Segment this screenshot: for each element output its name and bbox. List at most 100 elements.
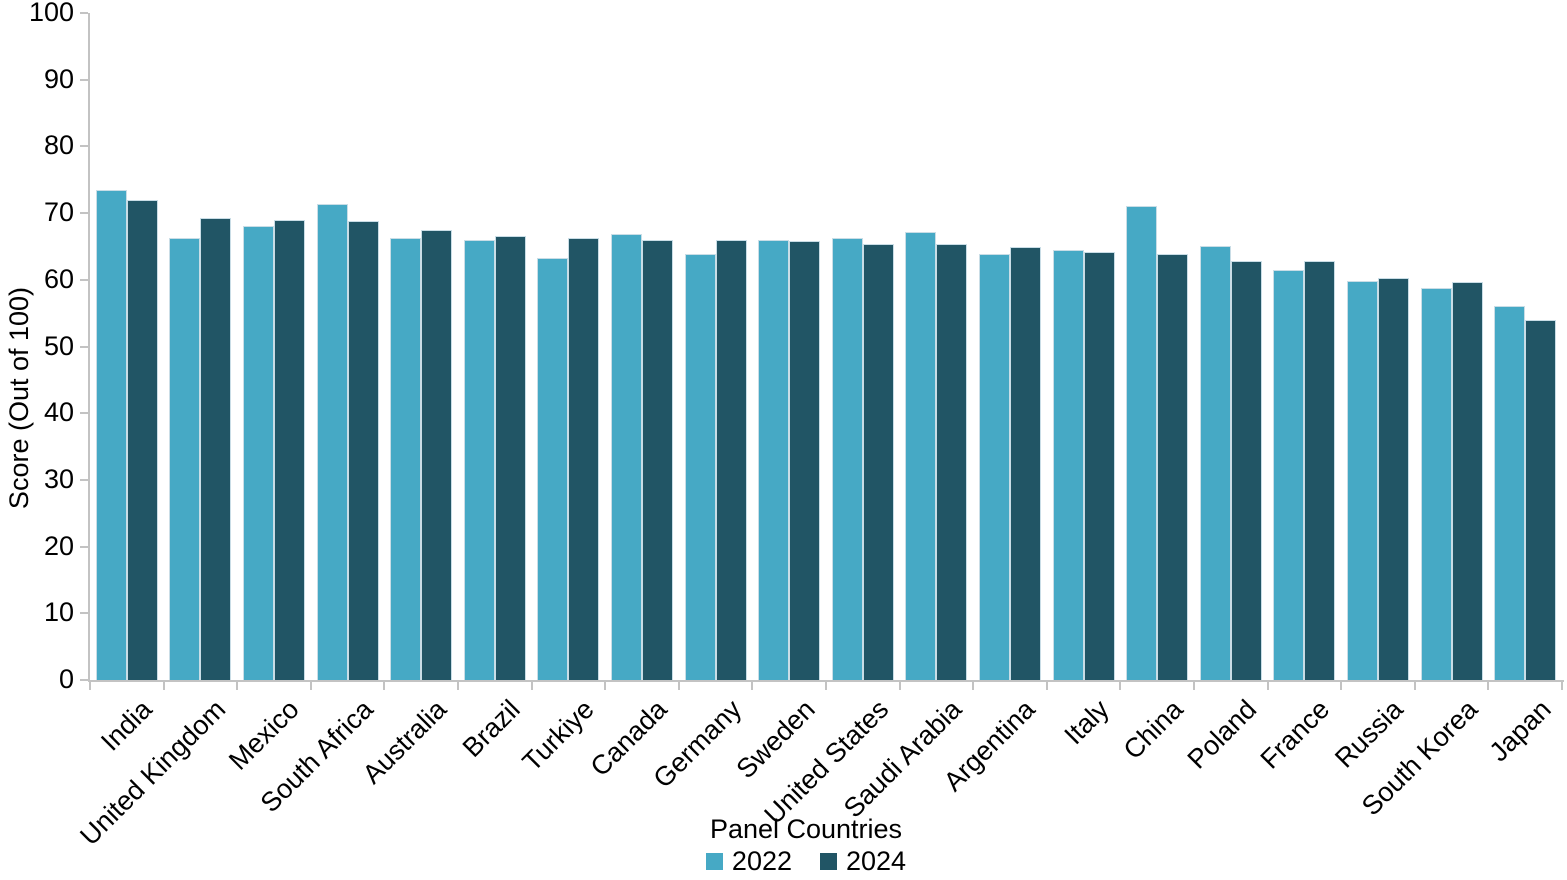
x-category-label: China — [1117, 694, 1189, 766]
bar-2024-poland — [1230, 261, 1262, 680]
bar-2022-australia — [390, 237, 422, 680]
legend-item-2024: 2024 — [820, 846, 906, 876]
x-tick-mark — [309, 682, 312, 690]
bar-2024-canada — [642, 239, 673, 680]
legend-swatch-icon — [705, 852, 723, 870]
bar-2022-argentina — [979, 254, 1010, 680]
x-tick-mark — [677, 682, 680, 690]
bar-2022-canada — [611, 234, 642, 680]
x-tick-mark — [825, 682, 827, 690]
bar-2024-brazil — [494, 236, 526, 680]
legend-label: 2022 — [731, 846, 792, 876]
bar-2024-saudi-arabia — [936, 244, 968, 680]
bar-2024-india — [126, 200, 158, 680]
x-category-label: Japan — [1483, 694, 1557, 768]
legend: 2022 2024 — [45, 846, 1567, 876]
bar-2024-mexico — [274, 220, 305, 680]
legend-label: 2024 — [846, 846, 907, 876]
bar-2024-sweden — [789, 241, 821, 680]
bar-2024-south-africa — [347, 221, 379, 680]
x-category-label: Italy — [1058, 694, 1115, 751]
x-tick-mark — [383, 682, 386, 690]
bar-2024-germany — [715, 239, 747, 680]
x-tick-mark — [1266, 682, 1269, 690]
y-tick-label: 100 — [28, 0, 74, 27]
bar-2022-turkiye — [537, 258, 569, 680]
x-tick-mark — [1487, 682, 1490, 690]
bar-2022-china — [1126, 206, 1158, 680]
y-tick-mark — [80, 679, 88, 681]
bar-2022-italy — [1052, 250, 1084, 680]
legend-swatch-icon — [820, 852, 837, 870]
x-tick-mark — [751, 682, 754, 690]
y-tick-mark — [80, 412, 88, 415]
y-tick-mark — [80, 12, 88, 14]
bar-2022-south-korea — [1420, 287, 1452, 680]
bar-2022-united-kingdom — [169, 238, 201, 680]
x-axis-line — [88, 680, 1564, 682]
bar-2024-australia — [421, 230, 453, 680]
y-tick-mark — [80, 612, 88, 615]
x-tick-mark — [89, 682, 91, 690]
legend-item-2022: 2022 — [705, 846, 792, 876]
y-tick-label: 30 — [43, 463, 74, 494]
bar-2024-argentina — [1010, 247, 1041, 680]
x-tick-mark — [898, 682, 901, 690]
x-tick-mark — [1413, 682, 1416, 690]
y-tick-label: 80 — [43, 130, 74, 161]
y-tick-label: 10 — [43, 597, 74, 628]
x-category-label: Brazil — [457, 694, 527, 763]
x-tick-mark — [1045, 682, 1048, 690]
bar-2024-italy — [1083, 252, 1115, 680]
y-tick-mark — [80, 212, 88, 215]
bar-2022-japan — [1494, 306, 1526, 680]
bar-2022-mexico — [243, 226, 274, 680]
x-category-label: India — [95, 694, 159, 757]
y-tick-label: 20 — [43, 530, 74, 561]
bar-2024-turkiye — [568, 238, 600, 680]
y-tick-mark — [80, 478, 88, 481]
x-tick-mark — [236, 682, 239, 690]
x-category-label: Turkiye — [516, 694, 600, 778]
x-category-label: France — [1254, 694, 1336, 775]
bar-2022-russia — [1347, 281, 1378, 680]
y-tick-label: 40 — [43, 397, 74, 428]
y-tick-mark — [80, 278, 88, 281]
y-axis-line — [88, 13, 90, 680]
x-tick-mark — [1561, 682, 1563, 690]
x-tick-mark — [457, 682, 459, 690]
bar-2022-south-africa — [316, 203, 348, 680]
bar-2022-brazil — [463, 240, 495, 680]
x-tick-mark — [972, 682, 975, 690]
bar-2022-united-states — [831, 237, 863, 680]
x-category-label: Poland — [1181, 694, 1263, 775]
x-axis-title: Panel Countries — [709, 814, 903, 844]
y-tick-label: 70 — [43, 197, 74, 228]
bar-2024-france — [1304, 261, 1336, 680]
bar-2024-china — [1157, 253, 1189, 680]
bar-2024-united-kingdom — [200, 218, 232, 680]
bar-2024-japan — [1525, 320, 1557, 680]
x-tick-mark — [1193, 682, 1195, 690]
x-tick-mark — [1340, 682, 1343, 690]
y-tick-label: 60 — [43, 263, 74, 294]
bar-2022-saudi-arabia — [905, 231, 937, 680]
bar-2022-india — [95, 190, 127, 680]
y-tick-label: 50 — [43, 330, 74, 361]
bar-2022-germany — [684, 253, 716, 680]
x-tick-mark — [530, 682, 533, 690]
bar-2024-south-korea — [1451, 281, 1483, 680]
y-tick-label: 0 — [58, 664, 74, 694]
y-tick-label: 90 — [43, 63, 74, 94]
x-tick-mark — [162, 682, 165, 690]
x-tick-mark — [604, 682, 607, 690]
y-tick-mark — [80, 145, 88, 148]
bar-2024-russia — [1378, 278, 1409, 680]
y-tick-mark — [80, 345, 88, 348]
bar-2022-sweden — [758, 240, 790, 680]
bar-2022-france — [1273, 269, 1305, 680]
x-tick-mark — [1119, 682, 1122, 690]
y-tick-mark — [80, 78, 88, 81]
bar-2024-united-states — [862, 244, 894, 680]
